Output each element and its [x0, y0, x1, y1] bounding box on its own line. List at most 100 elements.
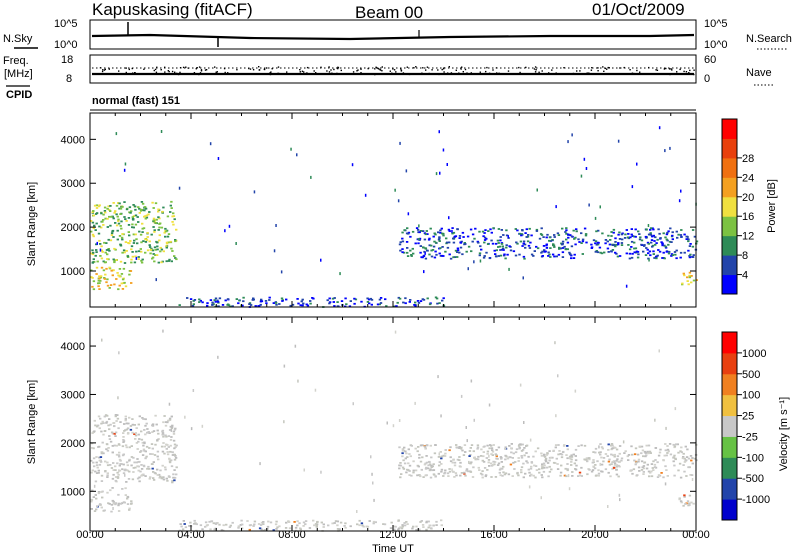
echo-cell [175, 473, 178, 476]
echo-cell [164, 466, 167, 469]
echo-cell [550, 468, 553, 471]
echo-cell [118, 351, 120, 355]
echo-cell [186, 297, 189, 299]
echo-cell [663, 454, 666, 457]
echo-cell [662, 232, 665, 235]
echo-cell [408, 301, 411, 303]
echo-cell [117, 222, 121, 225]
echo-cell [652, 234, 655, 237]
echo-cell [406, 251, 409, 254]
echo-cell [303, 468, 305, 472]
echo-cell [91, 221, 95, 224]
nave-point [99, 67, 102, 69]
echo-cell [620, 457, 624, 460]
echo-cell [501, 467, 504, 470]
velocity-colorbar-swatches [721, 331, 738, 521]
echo-cell [483, 236, 487, 239]
echo-cell [139, 208, 143, 211]
echo-cell [565, 454, 568, 456]
echo-cell [170, 436, 173, 438]
echo-cell [574, 448, 578, 451]
echo-cell [682, 464, 685, 466]
nave-point [466, 72, 468, 74]
echo-cell [259, 303, 262, 306]
echo-cell [600, 446, 604, 448]
echo-cell [658, 250, 662, 253]
echo-cell [688, 494, 692, 497]
echo-cell [134, 466, 137, 469]
echo-cell [545, 243, 548, 246]
echo-cell [428, 244, 431, 247]
echo-cell [116, 462, 119, 465]
echo-cell [158, 234, 161, 237]
echo-cell [683, 274, 686, 277]
echo-cell [237, 526, 240, 529]
nave-point [619, 67, 621, 69]
nave-point [326, 70, 328, 72]
echo-cell [657, 249, 660, 251]
echo-cell [674, 407, 677, 411]
echo-cell [165, 230, 168, 233]
echo-cell [253, 520, 257, 523]
echo-cell [414, 469, 418, 472]
echo-cell [677, 469, 680, 472]
echo-cell [592, 465, 595, 468]
echo-cell [168, 429, 172, 431]
nave-point [518, 66, 520, 69]
echo-cell [669, 227, 672, 230]
echo-cell [409, 249, 412, 252]
echo-cell [570, 464, 573, 466]
echo-cell [505, 455, 508, 458]
echo-cell [451, 227, 454, 229]
echo-cell [618, 238, 622, 240]
echo-cell [299, 527, 302, 530]
echo-cell [565, 475, 568, 478]
nave-label: Nave [746, 67, 772, 79]
echo-cell [562, 445, 566, 447]
echo-cell [419, 230, 423, 232]
echo-cell [447, 228, 451, 231]
echo-cell [308, 527, 312, 529]
echo-cell [453, 256, 456, 258]
echo-cell [590, 470, 594, 473]
echo-cell [137, 440, 140, 443]
echo-cell [137, 250, 141, 253]
echo-cell [157, 208, 160, 211]
nave-point [200, 69, 203, 71]
echo-cell [504, 447, 507, 450]
echo-cell [640, 469, 644, 471]
echo-cell [434, 444, 437, 446]
echo-cell [95, 207, 99, 209]
echo-cell [138, 212, 141, 214]
echo-cell [137, 433, 140, 436]
echo-cell [101, 441, 104, 444]
nave-point [270, 71, 272, 73]
echo-cell [432, 235, 435, 238]
echo-cell [584, 458, 587, 461]
echo-cell [570, 254, 573, 257]
echo-cell [613, 453, 616, 456]
nave-point [301, 70, 304, 72]
echo-cell [652, 228, 655, 231]
echo-cell [110, 510, 113, 513]
echo-cell [333, 297, 336, 299]
echo-cell [98, 277, 101, 280]
echo-cell [131, 218, 135, 220]
echo-cell [620, 242, 624, 244]
echo-cell [260, 528, 263, 531]
echo-cell [625, 284, 628, 288]
echo-cell [105, 422, 108, 424]
echo-cell [439, 451, 442, 453]
echo-cell [603, 251, 606, 254]
echo-cell [615, 243, 619, 246]
echo-cell [130, 445, 133, 447]
echo-cell [520, 455, 523, 457]
echo-cell [102, 213, 105, 216]
echo-cell [459, 246, 463, 249]
echo-cell [297, 379, 299, 383]
echo-cell [231, 521, 234, 524]
echo-cell [481, 470, 484, 472]
echo-cell [638, 470, 641, 472]
echo-cell [606, 240, 609, 243]
echo-cell [118, 458, 122, 461]
